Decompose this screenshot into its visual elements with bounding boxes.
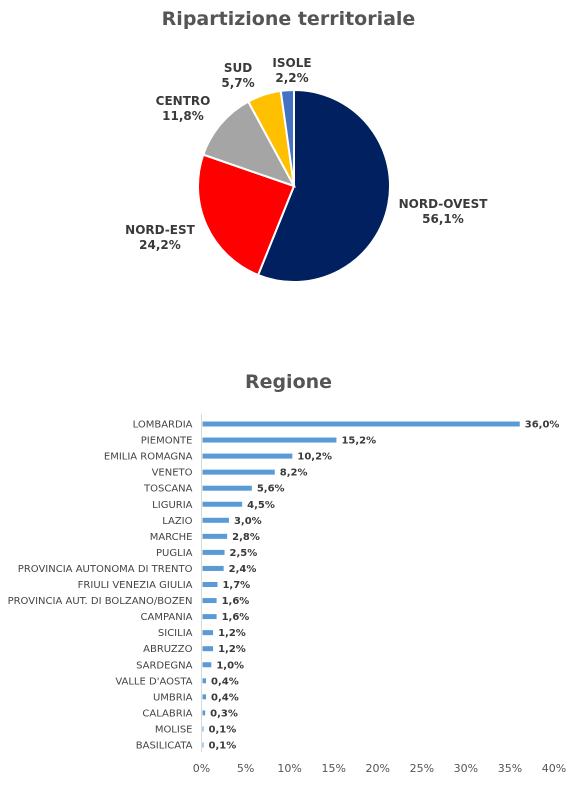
x-tick-label: 5%	[237, 762, 254, 775]
x-tick-label: 20%	[366, 762, 390, 775]
value-label: 0,4%	[211, 676, 239, 687]
category-label: PROVINCIA AUT. DI BOLZANO/BOZEN	[8, 596, 193, 607]
category-label: FRIULI VENEZIA GIULIA	[78, 580, 193, 591]
category-label: LIGURIA	[152, 500, 192, 511]
bar	[202, 565, 224, 571]
bar	[202, 726, 204, 732]
value-label: 15,2%	[341, 436, 376, 447]
value-label: 1,6%	[222, 612, 250, 623]
pie-label-name: NORD-OVEST	[399, 197, 489, 211]
bar	[202, 501, 243, 507]
pie-label-name: ISOLE	[272, 56, 311, 70]
pie-slice-nord-ovest	[256, 88, 391, 283]
bar	[202, 517, 229, 523]
category-label: VALLE D'AOSTA	[115, 676, 192, 687]
bar	[202, 453, 293, 459]
bar	[202, 533, 228, 539]
bar	[202, 421, 520, 427]
category-label: EMILIA ROMAGNA	[104, 452, 193, 463]
category-label: SARDEGNA	[136, 660, 193, 671]
value-label: 2,5%	[230, 548, 258, 559]
bar	[202, 694, 207, 700]
category-label: SICILIA	[158, 628, 193, 639]
pie-label-value: 56,1%	[422, 212, 464, 226]
value-label: 3,0%	[234, 516, 262, 527]
value-label: 0,1%	[209, 741, 237, 752]
value-label: 1,0%	[216, 660, 244, 671]
category-label: UMBRIA	[153, 692, 193, 703]
value-label: 1,6%	[222, 596, 250, 607]
category-label: LOMBARDIA	[133, 420, 193, 431]
value-label: 8,2%	[280, 468, 308, 479]
value-label: 0,3%	[210, 708, 238, 719]
category-label: PIEMONTE	[141, 436, 193, 447]
bar	[202, 582, 218, 587]
value-label: 10,2%	[297, 452, 332, 463]
pie-label-value: 11,8%	[162, 109, 204, 123]
value-label: 1,2%	[218, 628, 246, 639]
pie-slice-isole	[279, 88, 295, 187]
bar	[202, 630, 214, 636]
category-label: TOSCANA	[143, 484, 193, 495]
bar	[202, 598, 217, 604]
category-label: ABRUZZO	[143, 644, 192, 655]
value-label: 36,0%	[525, 420, 560, 431]
pie-label-value: 2,2%	[275, 71, 308, 85]
x-tick-label: 15%	[321, 762, 345, 775]
pie-label-value: 5,7%	[221, 76, 254, 90]
pie-label-name: NORD-EST	[125, 223, 195, 237]
pie-label-name: SUD	[224, 61, 252, 75]
category-label: CAMPANIA	[141, 612, 193, 623]
value-label: 2,4%	[229, 564, 257, 575]
category-label: MARCHE	[150, 532, 193, 543]
category-label: PUGLIA	[156, 548, 193, 559]
value-label: 0,4%	[211, 692, 239, 703]
value-label: 1,2%	[218, 644, 246, 655]
x-tick-label: 35%	[498, 762, 522, 775]
pie-label-name: CENTRO	[156, 94, 211, 108]
bar	[202, 710, 206, 716]
category-label: PROVINCIA AUTONOMA DI TRENTO	[18, 564, 193, 575]
bar	[202, 614, 217, 620]
bar	[202, 662, 212, 668]
value-label: 0,1%	[209, 724, 237, 735]
x-tick-label: 40%	[542, 762, 566, 775]
category-label: MOLISE	[155, 724, 193, 735]
value-label: 5,6%	[257, 484, 285, 495]
category-label: BASILICATA	[136, 741, 193, 752]
bar	[202, 437, 337, 443]
category-label: LAZIO	[162, 516, 192, 527]
value-label: 4,5%	[247, 500, 275, 511]
bar	[202, 485, 252, 491]
pie-slice-nord-est	[197, 153, 296, 277]
bar	[202, 742, 204, 748]
category-label: CALABRIA	[142, 708, 192, 719]
x-tick-label: 0%	[193, 762, 210, 775]
bar	[202, 678, 207, 684]
value-label: 2,8%	[232, 532, 260, 543]
bar-chart-title: Regione	[244, 371, 333, 393]
x-tick-label: 10%	[277, 762, 301, 775]
pie-chart-title: Ripartizione territoriale	[161, 8, 416, 30]
pie-label-value: 24,2%	[139, 238, 181, 252]
bar	[202, 549, 225, 555]
x-tick-label: 30%	[454, 762, 478, 775]
value-label: 1,7%	[222, 580, 250, 591]
category-label: VENETO	[152, 468, 193, 479]
pie-slice-centro	[201, 100, 297, 188]
bar	[202, 646, 214, 652]
bar	[202, 469, 275, 475]
x-tick-label: 25%	[410, 762, 434, 775]
